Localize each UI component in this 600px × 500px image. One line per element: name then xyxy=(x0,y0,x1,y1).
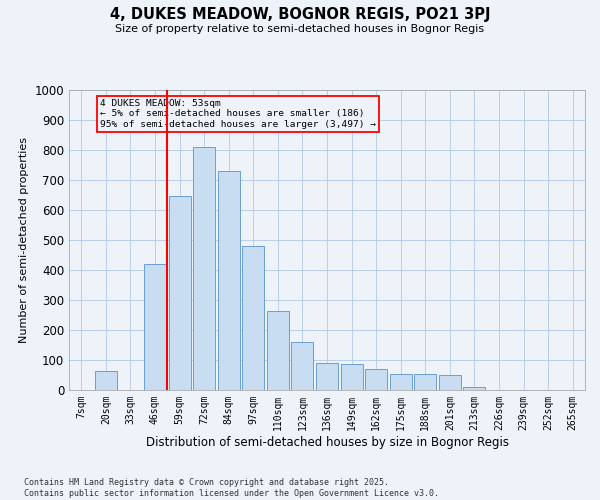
Bar xyxy=(463,387,485,390)
Bar xyxy=(193,147,215,390)
Y-axis label: Number of semi-detached properties: Number of semi-detached properties xyxy=(19,137,29,343)
Bar xyxy=(316,363,338,390)
Text: Size of property relative to semi-detached houses in Bognor Regis: Size of property relative to semi-detach… xyxy=(115,24,485,34)
Bar xyxy=(169,196,191,390)
Bar xyxy=(389,374,412,390)
Text: Contains HM Land Registry data © Crown copyright and database right 2025.
Contai: Contains HM Land Registry data © Crown c… xyxy=(24,478,439,498)
Text: 4 DUKES MEADOW: 53sqm
← 5% of semi-detached houses are smaller (186)
95% of semi: 4 DUKES MEADOW: 53sqm ← 5% of semi-detac… xyxy=(100,99,376,129)
Bar xyxy=(144,264,166,390)
Bar xyxy=(341,364,362,390)
Bar xyxy=(365,369,387,390)
Bar xyxy=(414,374,436,390)
Bar xyxy=(218,171,240,390)
Bar xyxy=(439,375,461,390)
Bar xyxy=(242,246,265,390)
Bar xyxy=(292,342,313,390)
Bar xyxy=(95,372,117,390)
Bar xyxy=(267,312,289,390)
Text: 4, DUKES MEADOW, BOGNOR REGIS, PO21 3PJ: 4, DUKES MEADOW, BOGNOR REGIS, PO21 3PJ xyxy=(110,8,490,22)
X-axis label: Distribution of semi-detached houses by size in Bognor Regis: Distribution of semi-detached houses by … xyxy=(146,436,509,448)
